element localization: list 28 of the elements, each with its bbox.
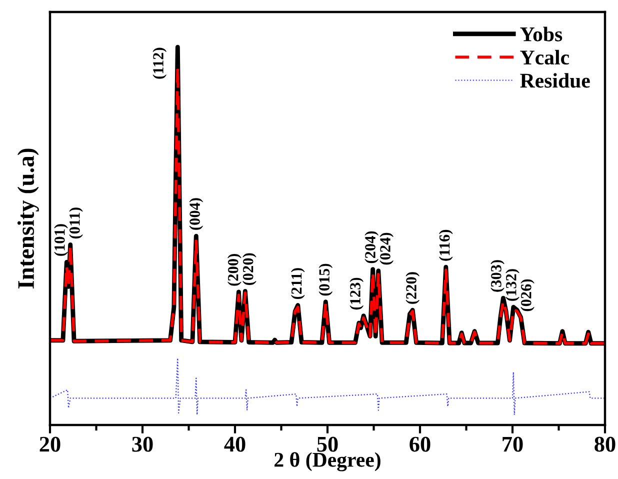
legend-label: Residue	[520, 73, 590, 88]
annotation: (011)	[69, 208, 83, 239]
annotation: (220)	[406, 272, 420, 304]
annotation: (004)	[189, 198, 204, 230]
x-tick-label: 20	[40, 436, 60, 452]
annotation: (015)	[318, 264, 333, 296]
annotation: (101)	[54, 224, 68, 256]
legend-label: Yobs	[520, 26, 562, 42]
annotation: (204)	[364, 231, 379, 264]
x-tick-label: 40	[224, 436, 246, 452]
annotation: (211)	[290, 268, 305, 299]
y-axis-title: Intensity (u.a)	[17, 148, 39, 289]
annotation: (123)	[350, 278, 364, 310]
annotation: (026)	[520, 279, 534, 312]
x-tick-label: 30	[132, 436, 153, 452]
legend-label: Ycalc	[520, 50, 570, 65]
x-tick-label: 70	[502, 436, 523, 452]
annotation: (116)	[438, 230, 453, 261]
annotation: (112)	[152, 48, 167, 79]
annotation: (024)	[380, 232, 394, 265]
x-tick-label: 60	[410, 436, 430, 452]
x-axis-title: 2 θ (Degree)	[274, 452, 380, 472]
annotation: (200)	[228, 254, 242, 286]
x-tick-label: 50	[317, 436, 338, 452]
x-tick-label: 80	[594, 436, 616, 452]
annotation: (132)	[506, 269, 520, 301]
annotation: (303)	[490, 260, 504, 292]
annotation: (020)	[242, 253, 256, 286]
